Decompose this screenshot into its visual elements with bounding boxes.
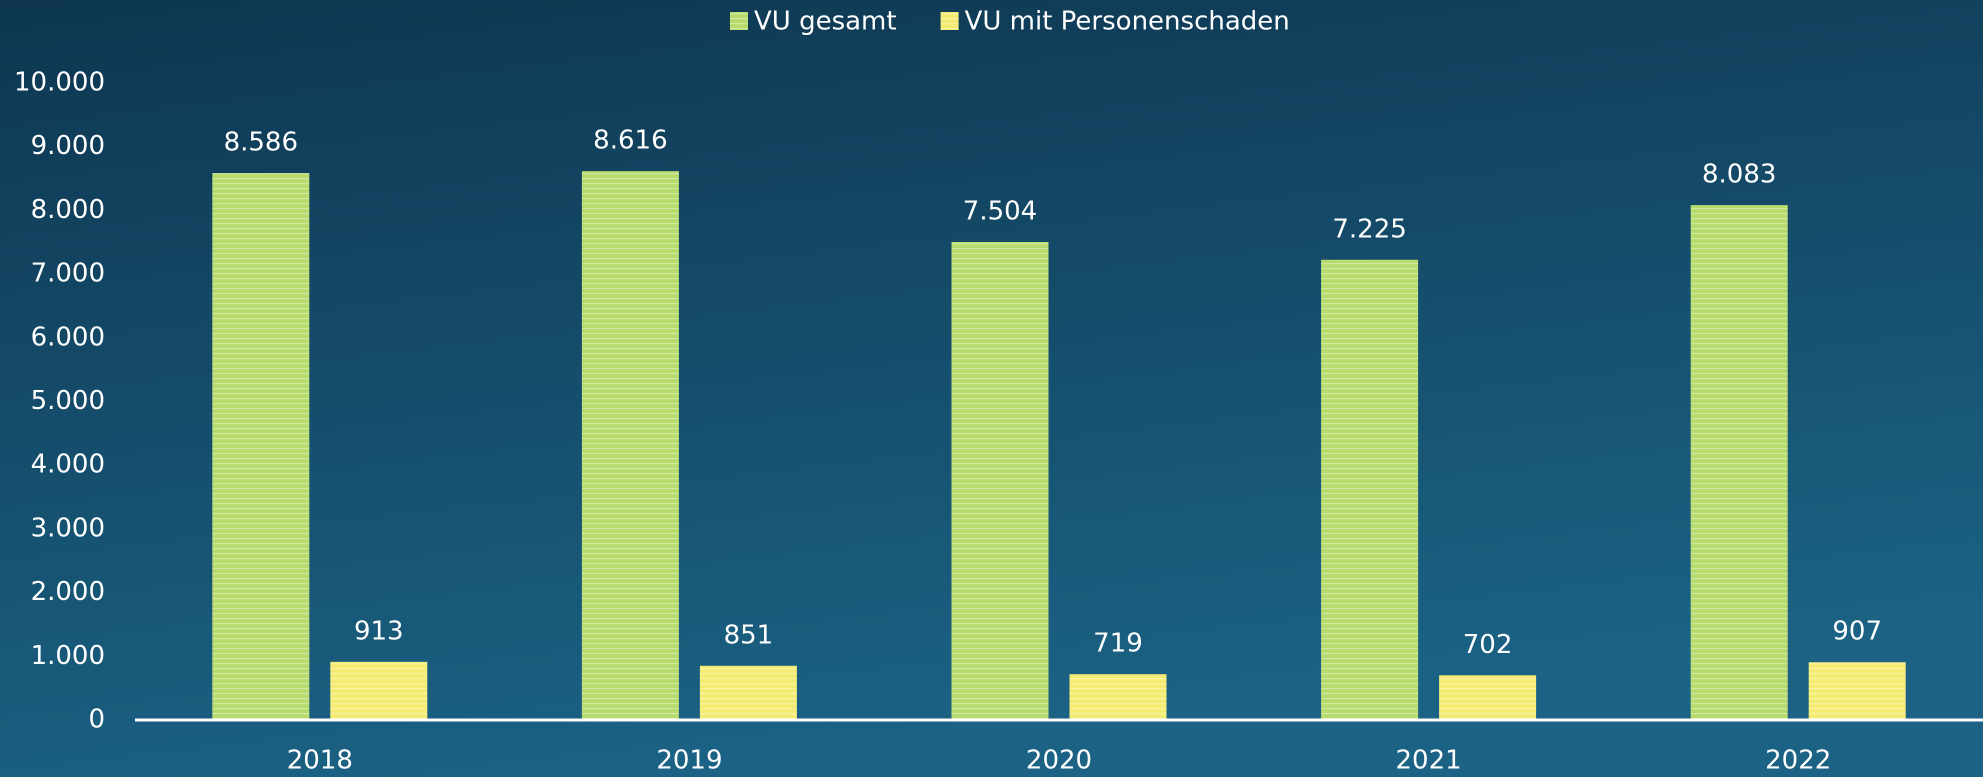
- bar: [581, 171, 679, 721]
- value-label: 8.083: [1702, 160, 1776, 190]
- value-label: 702: [1463, 630, 1513, 660]
- bar: [1321, 259, 1419, 720]
- bar: [1808, 662, 1906, 720]
- bar: [1690, 205, 1788, 720]
- value-label: 7.504: [963, 196, 1037, 226]
- y-tick-label: 8.000: [31, 195, 105, 225]
- legend-swatch: [940, 12, 959, 30]
- bar: [1069, 674, 1167, 720]
- x-tick-label: 2020: [1026, 746, 1092, 776]
- bar: [699, 665, 797, 720]
- value-label: 907: [1832, 617, 1882, 647]
- y-tick-label: 10.000: [14, 68, 105, 98]
- value-label: 8.616: [593, 126, 667, 156]
- y-tick-label: 1.000: [31, 641, 105, 671]
- y-tick-label: 7.000: [31, 259, 105, 289]
- y-tick-label: 2.000: [31, 577, 105, 607]
- legend-label: VU gesamt: [754, 7, 897, 37]
- x-tick-label: 2019: [656, 746, 722, 776]
- legend-swatch: [730, 12, 748, 30]
- x-tick-label: 2018: [287, 746, 353, 776]
- value-label: 8.586: [224, 128, 298, 158]
- y-tick-label: 5.000: [31, 386, 105, 416]
- value-label: 913: [354, 616, 404, 646]
- x-tick-label: 2021: [1396, 746, 1462, 776]
- y-tick-label: 4.000: [31, 450, 105, 480]
- bar: [951, 241, 1049, 721]
- legend-label: VU mit Personenschaden: [965, 7, 1290, 37]
- x-tick-label: 2022: [1765, 746, 1831, 776]
- value-label: 851: [724, 620, 774, 650]
- y-tick-label: 9.000: [31, 131, 105, 161]
- y-tick-label: 3.000: [31, 513, 105, 543]
- bar: [212, 173, 310, 721]
- y-tick-label: 6.000: [31, 322, 105, 352]
- value-label: 719: [1093, 629, 1143, 659]
- bar: [330, 661, 428, 720]
- bar: [1439, 675, 1537, 720]
- y-tick-label: 0: [88, 705, 105, 735]
- value-label: 7.225: [1332, 214, 1406, 244]
